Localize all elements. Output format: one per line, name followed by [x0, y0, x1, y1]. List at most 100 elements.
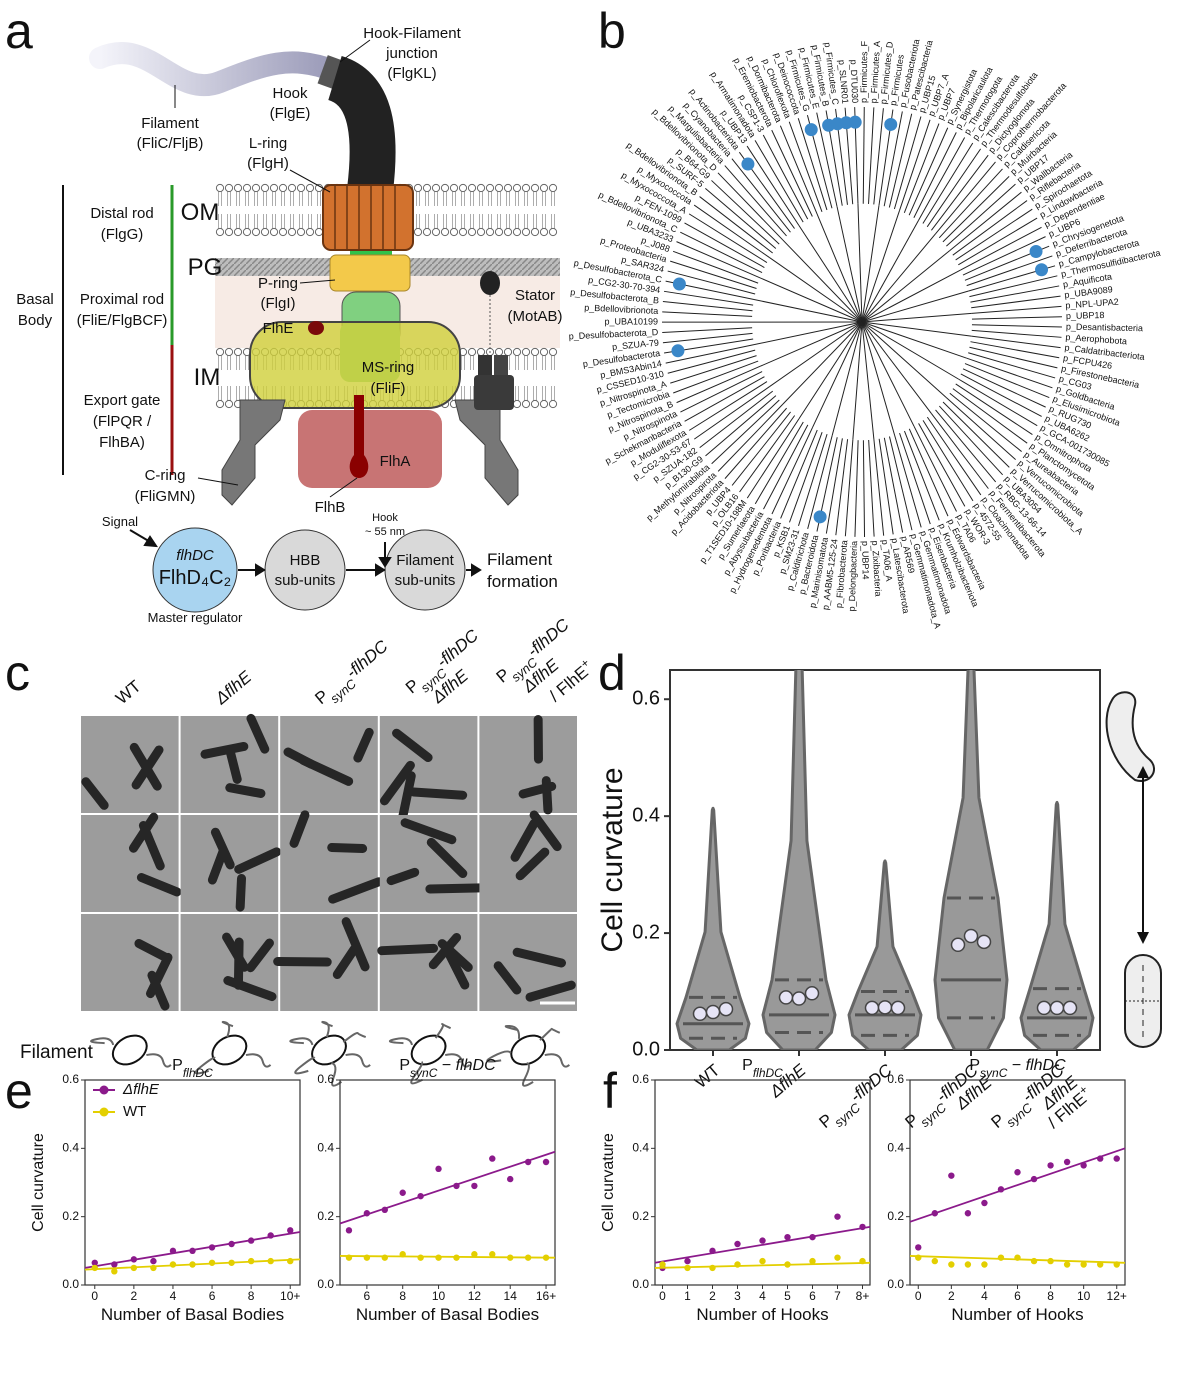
- replicate-point: [963, 928, 979, 944]
- y-tick-label: 0.2: [632, 1209, 649, 1223]
- leaf-label: p_Aerophobota: [1065, 332, 1127, 346]
- branch: [971, 324, 1062, 328]
- point: [507, 1175, 514, 1183]
- label: Stator: [515, 287, 555, 304]
- replicate-point: [877, 1000, 893, 1015]
- label: junction: [385, 45, 438, 62]
- point: [759, 1237, 766, 1244]
- point: [435, 1165, 442, 1173]
- branch: [782, 239, 863, 323]
- panel-label: f: [603, 1063, 617, 1119]
- x-tick-label: 1: [684, 1289, 691, 1303]
- branch: [960, 226, 1042, 271]
- column-header: PsynC-flhDC: [311, 636, 396, 713]
- axes-frame: [84, 1079, 301, 1286]
- lipid-head: [512, 227, 522, 237]
- panel-label: e: [5, 1063, 33, 1119]
- branch: [684, 376, 765, 422]
- flagellum: [504, 1024, 521, 1039]
- lipid-head: [278, 183, 288, 193]
- leaf-label: p_DTU030: [849, 59, 861, 103]
- legend-label: WT: [123, 1103, 146, 1120]
- lipid-head: [224, 347, 234, 357]
- branch: [935, 161, 996, 235]
- branch: [966, 357, 1053, 389]
- stator-base: [474, 375, 514, 410]
- branch: [861, 233, 936, 323]
- branch: [753, 321, 863, 346]
- point: [208, 1244, 216, 1251]
- x-axis-label: Number of Hooks: [696, 1305, 828, 1324]
- y-axis-label: Cell curvature: [600, 1133, 617, 1232]
- lipid-head: [485, 183, 495, 193]
- c-ring-left: [221, 399, 286, 506]
- panel-a-art: [62, 39, 560, 613]
- point: [1096, 1155, 1104, 1162]
- label: Body: [18, 312, 53, 329]
- branch: [688, 381, 768, 431]
- y-tick-label: 0.4: [887, 1141, 904, 1155]
- point: [931, 1210, 939, 1217]
- label: MS-ring: [362, 359, 415, 376]
- y-tick-label: 0.2: [62, 1209, 79, 1223]
- flagellum: [388, 1037, 413, 1046]
- text-part: flhDC: [183, 1066, 213, 1080]
- label: (FlPQR /: [93, 413, 152, 430]
- branch: [962, 236, 1046, 276]
- flagellated-dot: [813, 510, 827, 524]
- label: Proximal rod: [80, 291, 164, 308]
- label: (FliC/FljB): [137, 135, 204, 152]
- column-header: ΔflhE: [211, 667, 256, 709]
- branch: [966, 255, 1053, 287]
- lipid-head: [224, 183, 234, 193]
- point: [542, 1254, 550, 1261]
- point: [381, 1206, 388, 1214]
- branch: [663, 290, 754, 306]
- leaf-label: p_TA06_A: [880, 539, 894, 582]
- lipid-head: [431, 183, 441, 193]
- branch: [931, 154, 989, 231]
- point: [981, 1261, 988, 1268]
- branch: [861, 290, 969, 323]
- point: [859, 1223, 866, 1231]
- branch: [711, 180, 780, 245]
- point: [1096, 1261, 1104, 1268]
- point: [363, 1254, 371, 1261]
- flagellum: [321, 1020, 333, 1038]
- cell: [200, 741, 249, 759]
- leader: [299, 279, 336, 284]
- branch: [771, 427, 813, 515]
- branch: [693, 204, 770, 259]
- lipid-head: [314, 227, 324, 237]
- flagellum: [194, 1056, 216, 1075]
- label: Basal: [16, 291, 54, 308]
- panel-label: a: [5, 3, 33, 59]
- flagellum: [342, 1031, 367, 1043]
- violin: [761, 670, 837, 1050]
- branch: [684, 222, 765, 268]
- lipid-head: [224, 227, 234, 237]
- branch: [763, 424, 809, 510]
- point: [453, 1182, 460, 1190]
- branch: [926, 416, 982, 496]
- lipid-head: [548, 227, 558, 237]
- point: [111, 1268, 118, 1275]
- l-ring: [322, 184, 414, 251]
- panel-label: b: [598, 3, 626, 59]
- text-part: synC: [980, 1066, 1008, 1080]
- y-tick-label: 0.6: [317, 1072, 334, 1086]
- text-part: −: [437, 1057, 455, 1074]
- hook: [326, 55, 396, 193]
- flagellated-dot: [1035, 263, 1049, 277]
- label: P-ring: [258, 275, 298, 292]
- branch: [831, 321, 863, 436]
- lipid-head: [305, 227, 315, 237]
- branch: [852, 321, 863, 440]
- leaf-label: p_Desantisbacteria: [1066, 321, 1143, 333]
- branch: [861, 220, 919, 323]
- lipid-head: [449, 183, 459, 193]
- point: [809, 1233, 816, 1241]
- x-axis-label: Number of Hooks: [951, 1305, 1083, 1324]
- y-tick-label: 0.0: [632, 1277, 649, 1291]
- lipid-head: [548, 183, 558, 193]
